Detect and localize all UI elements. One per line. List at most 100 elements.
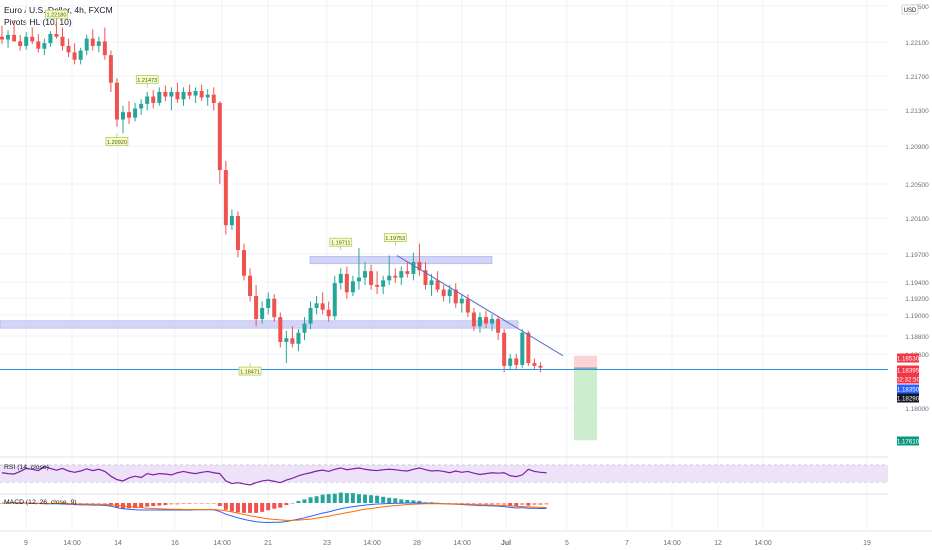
macd-histogram-bar xyxy=(235,503,240,513)
candle-body xyxy=(508,358,513,366)
candle-body xyxy=(102,41,107,56)
candle-body xyxy=(314,303,319,308)
macd-legend: MACD (12, 26, close, 9) xyxy=(4,499,77,506)
candle-body xyxy=(375,284,380,287)
price-label: 1.17610 xyxy=(897,439,920,446)
candle-body xyxy=(163,91,168,97)
price-tick: 1.21700 xyxy=(905,74,929,81)
candle-body xyxy=(284,338,289,342)
candle-body xyxy=(435,280,440,290)
macd-histogram-bar xyxy=(151,503,156,507)
candle-body xyxy=(308,307,313,324)
candle-body xyxy=(0,36,4,40)
candle-body xyxy=(229,216,234,226)
candle-body xyxy=(30,36,35,42)
macd-histogram-bar xyxy=(302,499,307,503)
price-axis[interactable]: 1.225001.221001.217001.213001.209001.205… xyxy=(888,0,932,530)
macd-histogram-bar xyxy=(223,503,228,510)
candle-body xyxy=(344,273,349,293)
pivot-label: 1.22180 xyxy=(47,13,67,19)
macd-histogram-bar xyxy=(544,503,549,505)
signal-line xyxy=(2,502,547,521)
candle-body xyxy=(514,358,519,365)
macd-histogram-bar xyxy=(338,492,343,503)
candle-body xyxy=(145,96,150,104)
drawings[interactable] xyxy=(0,255,888,371)
candle-body xyxy=(459,298,464,304)
candle-body xyxy=(484,317,488,324)
candle-body xyxy=(181,91,186,100)
time-tick: 14:00 xyxy=(453,540,471,547)
macd-histogram-bar xyxy=(423,501,428,503)
macd-histogram-bar xyxy=(363,494,367,503)
macd-histogram-bar xyxy=(266,503,271,511)
macd-histogram-bar xyxy=(459,503,464,505)
price-label-box xyxy=(897,393,919,403)
candle-body xyxy=(78,50,83,60)
pivot-label: 1.19711 xyxy=(331,241,350,247)
pivot-label: 1.19753 xyxy=(385,236,405,242)
price-tick: 1.22100 xyxy=(905,40,929,47)
rsi-pane[interactable]: RSI (14, close)40.00 xyxy=(0,456,914,486)
candle-body xyxy=(338,273,343,284)
support-zone xyxy=(0,320,519,329)
macd-histogram-bar xyxy=(508,503,513,507)
candle-body xyxy=(96,41,101,46)
candle-body xyxy=(193,91,198,96)
macd-histogram-bar xyxy=(72,503,77,505)
candle-body xyxy=(12,34,17,42)
macd-pane[interactable]: MACD (12, 26, close, 9)0.00000-0.00500 xyxy=(0,492,921,527)
candle-body xyxy=(205,94,210,98)
candle-body xyxy=(108,55,113,83)
candle-body xyxy=(248,275,253,296)
time-tick: Jul xyxy=(501,540,511,547)
time-tick: 19 xyxy=(863,540,871,547)
candle-body xyxy=(417,261,422,271)
candle-body xyxy=(121,112,125,120)
candle-body xyxy=(260,307,265,319)
macd-histogram-bar xyxy=(369,495,374,503)
macd-histogram-bar xyxy=(278,503,283,508)
candle-body xyxy=(477,317,482,327)
currency-badge xyxy=(901,4,919,15)
candle-body xyxy=(405,271,410,274)
time-tick: 14:00 xyxy=(363,540,381,547)
time-tick: 9 xyxy=(24,540,28,547)
candle-body xyxy=(441,289,446,296)
macd-histogram-bar xyxy=(199,503,204,504)
macd-histogram-bar xyxy=(393,498,398,503)
candle-body xyxy=(133,108,138,118)
macd-histogram-bar xyxy=(296,500,301,503)
macd-histogram-bar xyxy=(145,503,150,507)
macd-histogram-bar xyxy=(102,503,107,505)
candle-body xyxy=(320,303,325,310)
price-tick: 1.20100 xyxy=(905,216,929,223)
candle-body xyxy=(502,332,507,366)
candle-body xyxy=(278,317,283,342)
candle-body xyxy=(169,91,174,97)
candle-body xyxy=(235,216,240,251)
time-tick: 14 xyxy=(114,540,122,547)
candle-body xyxy=(429,280,434,285)
macd-histogram-bar xyxy=(84,503,89,505)
macd-histogram-bar xyxy=(477,503,482,505)
candle-body xyxy=(302,323,307,333)
candle-body xyxy=(363,271,367,278)
candle-body xyxy=(36,41,41,49)
macd-histogram-bar xyxy=(417,500,422,503)
macd-histogram-bar xyxy=(254,503,259,513)
position-tool[interactable] xyxy=(574,355,597,441)
rsi-line xyxy=(1,466,547,486)
candle-body xyxy=(453,289,458,304)
indicator-legend[interactable]: Pivots HL (10, 10) xyxy=(4,17,72,27)
time-axis[interactable]: 9 14:00 14 16 14:00 21 23 14:00 28 14:00 Jul 5 7 14:0… xyxy=(0,530,932,547)
macd-histogram-bar xyxy=(326,494,331,503)
candle-body xyxy=(423,270,428,285)
macd-histogram-bar xyxy=(139,503,144,508)
price-tick: 1.18000 xyxy=(905,406,929,413)
candle-body xyxy=(187,91,192,96)
macd-histogram-bar xyxy=(108,503,113,506)
currency-badge-label: USD xyxy=(904,8,917,14)
price-tick: 1.19400 xyxy=(905,280,929,287)
